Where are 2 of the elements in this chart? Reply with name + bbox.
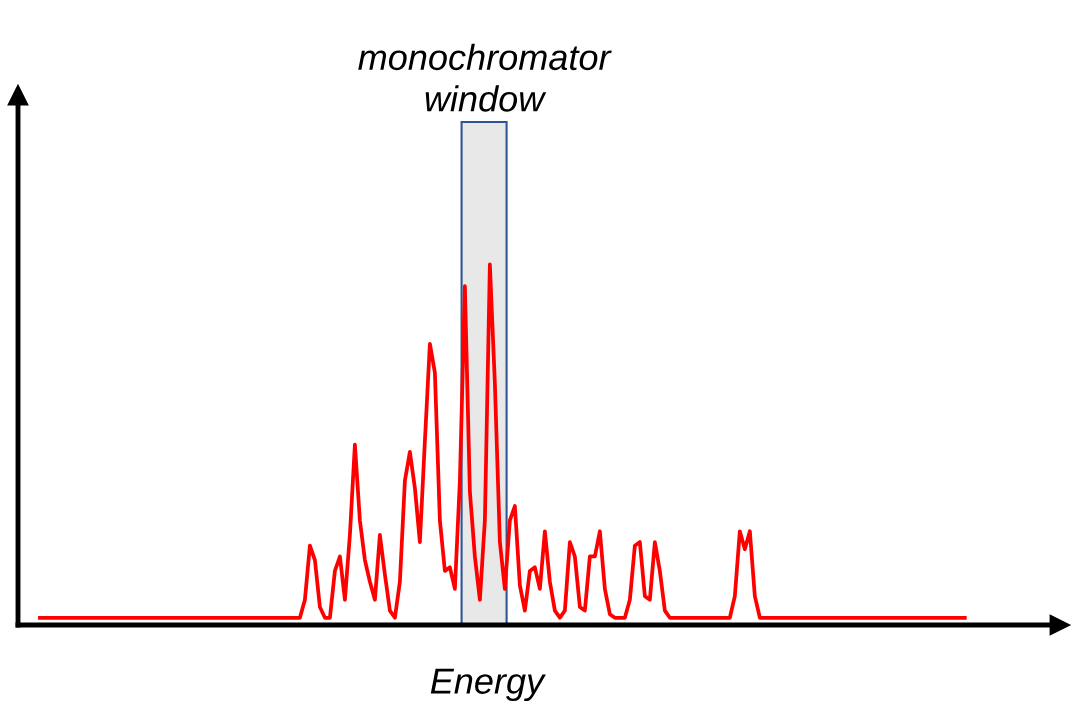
text: monochromator window [358, 43, 612, 112]
x-axis-title: Energy [430, 668, 546, 702]
